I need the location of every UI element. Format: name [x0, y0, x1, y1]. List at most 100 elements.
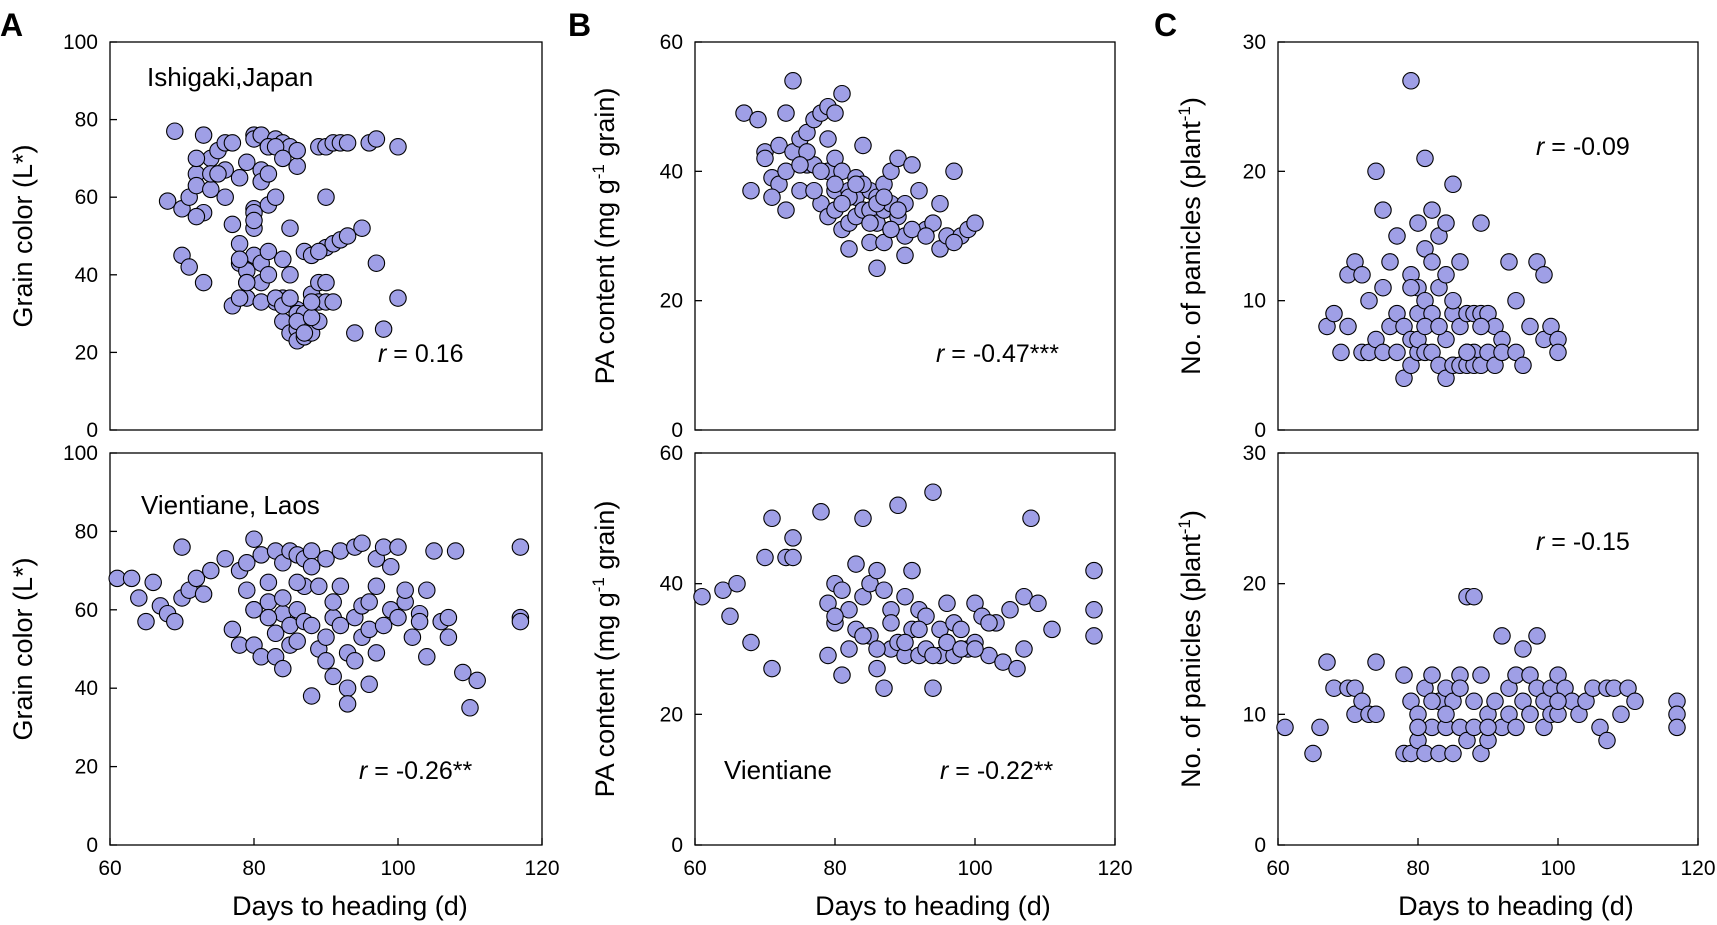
data-point [223, 620, 242, 639]
data-point [1008, 659, 1026, 678]
data-point [259, 242, 278, 261]
y-tick-label: 20 [660, 703, 683, 726]
data-point [346, 324, 364, 342]
data-point [896, 587, 914, 606]
data-point [310, 577, 328, 596]
data-point [295, 324, 314, 342]
data-point [868, 640, 886, 658]
data-point [266, 624, 285, 643]
data-point [805, 181, 823, 200]
data-point [777, 104, 795, 122]
data-point [945, 162, 963, 181]
data-point [917, 227, 935, 245]
data-point [861, 214, 879, 232]
data-point [1535, 266, 1553, 284]
data-point [1423, 666, 1441, 684]
data-point [1022, 509, 1040, 528]
data-point [1500, 253, 1518, 271]
data-point [875, 581, 893, 599]
y-tick-label: 30 [1243, 442, 1266, 465]
y-tick-label: 20 [75, 341, 98, 364]
data-point [353, 534, 371, 552]
y-tick-label: 100 [63, 31, 98, 54]
data-point [1472, 666, 1490, 684]
data-point [216, 550, 234, 568]
data-point [360, 593, 378, 611]
data-point [425, 542, 443, 560]
data-point [1423, 253, 1441, 271]
correlation-label: r = -0.15 [1536, 528, 1630, 556]
data-point [396, 581, 414, 599]
plot-b-ishigaki: 0 20 40 60 PA content (mg g-1 grain) r = -0.4… [589, 31, 1116, 442]
data-point [1015, 587, 1033, 606]
correlation-label: r = -0.09 [1536, 133, 1630, 161]
data-point [245, 601, 263, 619]
y-tick-label: 40 [75, 677, 98, 700]
data-point [1598, 731, 1616, 750]
y-tick-label: 60 [660, 31, 683, 54]
plot-frame [1277, 452, 1699, 846]
data-point [1423, 692, 1441, 711]
data-point [826, 175, 844, 194]
data-point [1465, 692, 1483, 711]
x-tick-label: 120 [1680, 857, 1715, 880]
data-point [374, 320, 393, 338]
data-point [910, 181, 928, 200]
data-point [187, 569, 206, 588]
data-point [389, 608, 407, 627]
x-tick-label: 120 [1097, 857, 1132, 880]
plot-frame [109, 41, 543, 431]
y-tick-label: 40 [660, 160, 683, 183]
data-point [840, 240, 858, 258]
data-point [130, 589, 148, 607]
data-point [1528, 627, 1546, 645]
y-tick-label: 60 [75, 186, 98, 209]
data-point [784, 529, 802, 547]
correlation-label: r = -0.22** [940, 757, 1054, 785]
data-point [346, 652, 364, 670]
data-point [1444, 175, 1462, 194]
data-point [875, 188, 893, 206]
data-point [202, 180, 220, 199]
r-symbol: r [940, 757, 950, 785]
data-point [302, 687, 321, 705]
data-point [924, 679, 942, 697]
data-point [187, 207, 206, 226]
data-point [784, 72, 802, 90]
data-point [1402, 278, 1420, 297]
data-point [360, 620, 378, 639]
data-point [1360, 291, 1378, 310]
data-point [317, 188, 335, 206]
data-point [338, 227, 357, 245]
data-point [791, 156, 809, 174]
data-point [1458, 343, 1476, 362]
y-tick-label: 0 [86, 834, 98, 857]
data-point [721, 607, 739, 626]
data-point [281, 289, 299, 307]
data-point [454, 663, 472, 682]
r-symbol: r [1536, 133, 1546, 161]
x-tick-label: 60 [683, 857, 706, 880]
data-point [938, 594, 956, 613]
data-point [1479, 718, 1497, 737]
data-point [854, 509, 872, 528]
data-point [1367, 705, 1385, 724]
data-point [281, 219, 299, 237]
data-point [230, 169, 249, 187]
data-point [896, 246, 914, 265]
data-point [302, 616, 321, 635]
data-point [1465, 587, 1483, 606]
data-point [1521, 317, 1539, 336]
data-point [331, 542, 350, 560]
data-point [274, 659, 292, 678]
plot-frame [694, 452, 1116, 846]
data-point [331, 616, 350, 635]
data-point [202, 561, 220, 580]
data-point [1444, 744, 1462, 763]
site-annotation: Ishigaki,Japan [147, 62, 313, 92]
data-point [259, 608, 278, 627]
data-point [854, 627, 872, 645]
data-point [259, 165, 278, 183]
data-point [1437, 266, 1455, 284]
